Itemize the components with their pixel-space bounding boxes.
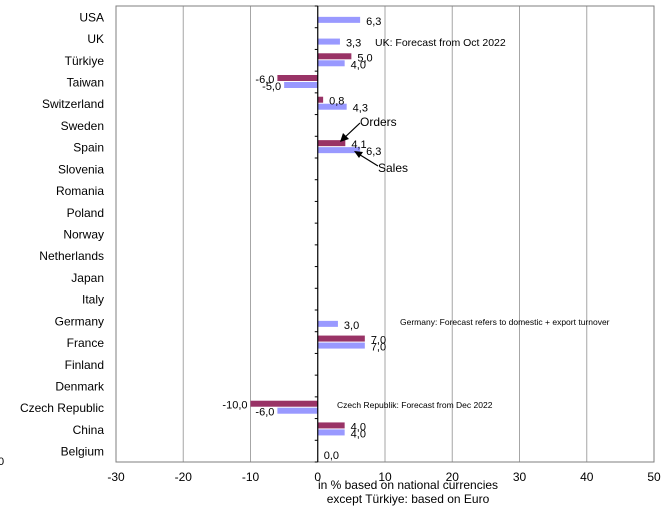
gridlines	[182, 6, 588, 462]
zero-axis	[314, 5, 319, 463]
category-label: Belgium	[61, 445, 104, 459]
x-tick-label: -30	[107, 470, 125, 484]
category-label: Germany	[55, 314, 104, 328]
data-label-orders: 4,1	[351, 139, 366, 151]
bar-sales	[317, 429, 345, 436]
sales-callout-label: Sales	[378, 161, 408, 175]
bar-sales	[317, 103, 347, 110]
category-label: Denmark	[55, 380, 105, 394]
category-label: Türkiye	[65, 54, 105, 68]
x-tick-label: 40	[580, 470, 594, 484]
sales-callout-arrowhead	[354, 151, 363, 158]
x-axis-label-line-1: in % based on national currencies	[318, 478, 498, 492]
data-label-orders: 7,0	[371, 335, 386, 347]
bars	[250, 16, 365, 436]
data-label-orders: 5,0	[357, 52, 372, 64]
data-label-sales: 6,3	[366, 16, 381, 28]
category-label: Taiwan	[67, 76, 104, 90]
x-axis-label-line-2: except Türkiye: based on Euro	[327, 492, 490, 506]
bar-orders	[277, 75, 318, 81]
data-label-orders: 0,8	[329, 96, 344, 108]
data-label-sales: 0,0	[324, 450, 339, 462]
category-labels: USA UK Türkiye Taiwan Switzerland Sweden Spain…	[20, 10, 105, 458]
data-label-orders: -6,0	[255, 74, 274, 86]
bar-orders	[317, 422, 345, 429]
category-label: Czech Republic	[20, 401, 104, 415]
data-label-orders: -10,0	[222, 400, 247, 412]
category-label: Norway	[63, 228, 104, 242]
data-label-orders: 4,0	[351, 421, 366, 433]
data-label-sales: 4,0	[351, 59, 366, 71]
data-label-sales: 7,0	[371, 342, 386, 354]
note-czech: Czech Republik: Forecast from Dec 2022	[337, 400, 493, 410]
category-label: China	[73, 423, 105, 437]
orders-callout: Orders	[340, 115, 397, 142]
category-label: Spain	[73, 141, 104, 155]
plot-area-frame	[115, 5, 655, 463]
data-label-sales: -6,0	[255, 407, 274, 419]
category-label: Sweden	[61, 119, 104, 133]
x-tick-label: 0	[314, 470, 321, 484]
data-label-sales: 3,3	[346, 38, 361, 50]
x-tick-label: 20	[446, 470, 460, 484]
data-labels: 5,0 -6,0 0,8 4,1 7,0 -10,0 4,0 6,3 3,3 4,0 -5,0 4,3…	[222, 16, 386, 462]
bar-sales	[317, 60, 345, 67]
bar-orders	[317, 335, 365, 342]
bar-sales	[277, 407, 318, 414]
category-label: USA	[79, 10, 104, 24]
bar-sales	[317, 38, 340, 45]
data-label-sales: 3,0	[344, 320, 359, 332]
bar-orders	[317, 96, 324, 103]
x-tick-labels: -30 -20 -10 0 10 20 30 40 50	[107, 470, 661, 484]
data-label-sales: 6,3	[366, 146, 381, 158]
x-tick-label: 30	[513, 470, 527, 484]
category-label: France	[67, 336, 105, 350]
category-label: Switzerland	[42, 97, 104, 111]
category-label: Japan	[71, 271, 104, 285]
category-label: UK	[87, 32, 104, 46]
category-label: Netherlands	[39, 249, 104, 263]
stray-axis-label: 0	[0, 456, 4, 468]
bar-orders	[317, 53, 352, 60]
category-label: Slovenia	[58, 162, 104, 176]
data-label-sales: 4,3	[353, 103, 368, 115]
orders-callout-arrowhead	[340, 133, 349, 142]
category-label: Italy	[82, 293, 104, 307]
note-uk: UK: Forecast from Oct 2022	[375, 37, 506, 49]
bar-sales	[317, 147, 361, 154]
x-tick-label: 50	[647, 470, 661, 484]
bar-sales	[317, 342, 365, 349]
x-tick-label: -20	[175, 470, 193, 484]
bar-sales	[284, 82, 318, 88]
category-label: Finland	[65, 358, 104, 372]
category-label: Romania	[56, 184, 104, 198]
orders-callout-label: Orders	[360, 115, 397, 129]
bar-orders	[317, 140, 346, 147]
category-label: Poland	[67, 206, 104, 220]
data-label-sales: -5,0	[262, 81, 281, 93]
data-label-sales: 4,0	[351, 428, 366, 440]
bar-sales	[317, 16, 361, 23]
bar-sales	[317, 320, 338, 327]
sales-callout: Sales	[354, 151, 408, 175]
x-tick-label: 10	[378, 470, 392, 484]
note-germany: Germany: Forecast refers to domestic + e…	[400, 317, 610, 327]
bar-orders	[250, 400, 318, 407]
x-tick-label: -10	[242, 470, 260, 484]
